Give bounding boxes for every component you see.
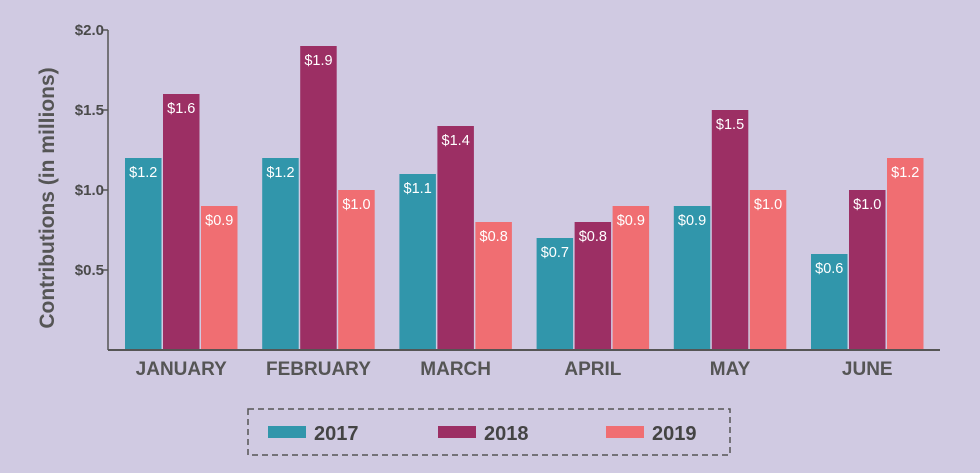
value-label: $0.8 bbox=[579, 229, 607, 245]
category-labels: JANUARY FEBRUARY MARCH APRIL MAY JUNE bbox=[136, 359, 893, 380]
y-tick-label: $0.5 bbox=[75, 262, 104, 279]
bar-2019-january bbox=[201, 206, 238, 350]
value-label: $1.0 bbox=[342, 197, 370, 213]
bar-2017-june bbox=[811, 254, 848, 350]
legend-box bbox=[247, 408, 731, 456]
legend-label: 2018 bbox=[484, 423, 529, 445]
value-label: $0.9 bbox=[617, 213, 645, 229]
category-label: FEBRUARY bbox=[266, 359, 371, 380]
value-label: $0.8 bbox=[480, 229, 508, 245]
value-label: $1.2 bbox=[266, 165, 294, 181]
bar-2018-april bbox=[574, 222, 612, 350]
value-label: $1.5 bbox=[716, 117, 744, 133]
bar-2017-april bbox=[536, 238, 574, 350]
bar-2018-june bbox=[849, 190, 886, 350]
value-label: $1.2 bbox=[891, 165, 919, 181]
bar-2017-february bbox=[262, 158, 299, 350]
y-tick-label: $2.0 bbox=[75, 22, 104, 39]
legend-swatch-2017 bbox=[268, 426, 306, 438]
bar-2017-january bbox=[125, 158, 162, 350]
bar-2018-may bbox=[711, 110, 749, 350]
y-tick-label: $1.5 bbox=[75, 102, 104, 119]
legend-label: 2017 bbox=[314, 423, 359, 445]
bar-2019-june bbox=[887, 158, 924, 350]
value-label: $1.0 bbox=[853, 197, 881, 213]
bar-2019-may bbox=[749, 190, 787, 350]
value-label: $0.7 bbox=[541, 245, 569, 261]
legend: 2017 2018 2019 bbox=[247, 408, 731, 456]
value-label: $1.1 bbox=[404, 181, 432, 197]
y-axis-label: Contributions (in millions) bbox=[36, 67, 59, 328]
bar-2018-january bbox=[163, 94, 200, 350]
value-label: $1.9 bbox=[304, 53, 332, 69]
value-label: $0.9 bbox=[205, 213, 233, 229]
category-label: JANUARY bbox=[136, 359, 227, 380]
value-label: $1.0 bbox=[754, 197, 782, 213]
bar-2018-february bbox=[300, 46, 337, 350]
value-label: $1.6 bbox=[167, 101, 195, 117]
category-label: MAY bbox=[710, 359, 751, 380]
bar-2018-march bbox=[437, 126, 474, 350]
category-label: MARCH bbox=[420, 359, 491, 380]
bar-2019-march bbox=[475, 222, 512, 350]
category-label: APRIL bbox=[564, 359, 621, 380]
value-label: $0.9 bbox=[678, 213, 706, 229]
y-axis-title: Contributions (in millions) bbox=[36, 67, 59, 328]
value-label: $0.6 bbox=[815, 261, 843, 277]
legend-swatch-2019 bbox=[606, 426, 644, 438]
bars bbox=[125, 46, 924, 350]
bar-2019-february bbox=[338, 190, 375, 350]
bar-2017-march bbox=[399, 174, 436, 350]
y-tick-label: $1.0 bbox=[75, 182, 104, 199]
bar-2017-may bbox=[673, 206, 711, 350]
y-axis-ticks: $0.5 $1.0 $1.5 $2.0 bbox=[75, 22, 109, 350]
value-label: $1.2 bbox=[129, 165, 157, 181]
legend-label: 2019 bbox=[652, 423, 697, 445]
value-label: $1.4 bbox=[442, 133, 470, 149]
category-label: JUNE bbox=[842, 359, 893, 380]
bar-2019-april bbox=[612, 206, 650, 350]
legend-swatch-2018 bbox=[438, 426, 476, 438]
value-labels: $1.2 $1.6 $0.9 $1.2 $1.9 $1.0 $1.1 $1.4 $0.8 $0.7… bbox=[129, 53, 919, 277]
